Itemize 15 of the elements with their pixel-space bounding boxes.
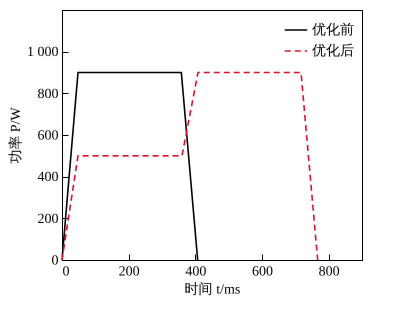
x-tick-label: 200 [118,264,140,280]
x-tick-label: 600 [252,264,273,280]
y-tick-label: 800 [38,86,58,102]
y-tick-label: 0 [52,254,58,268]
y-tick-label: 600 [38,128,58,144]
y-tick-label: 400 [38,170,58,186]
y-tick-label: 1 000 [27,45,58,60]
x-tick-label: 0 [62,264,70,280]
x-tick-label: 400 [185,264,206,280]
x-tick-label: 800 [318,264,340,280]
legend-label: 优化前 [312,22,354,38]
y-tick-label: 200 [38,212,58,227]
legend-label: 优化后 [312,43,354,59]
x-axis-title: 时间 t/ms [184,282,240,298]
y-axis-title: 功率 P/W [8,106,24,164]
